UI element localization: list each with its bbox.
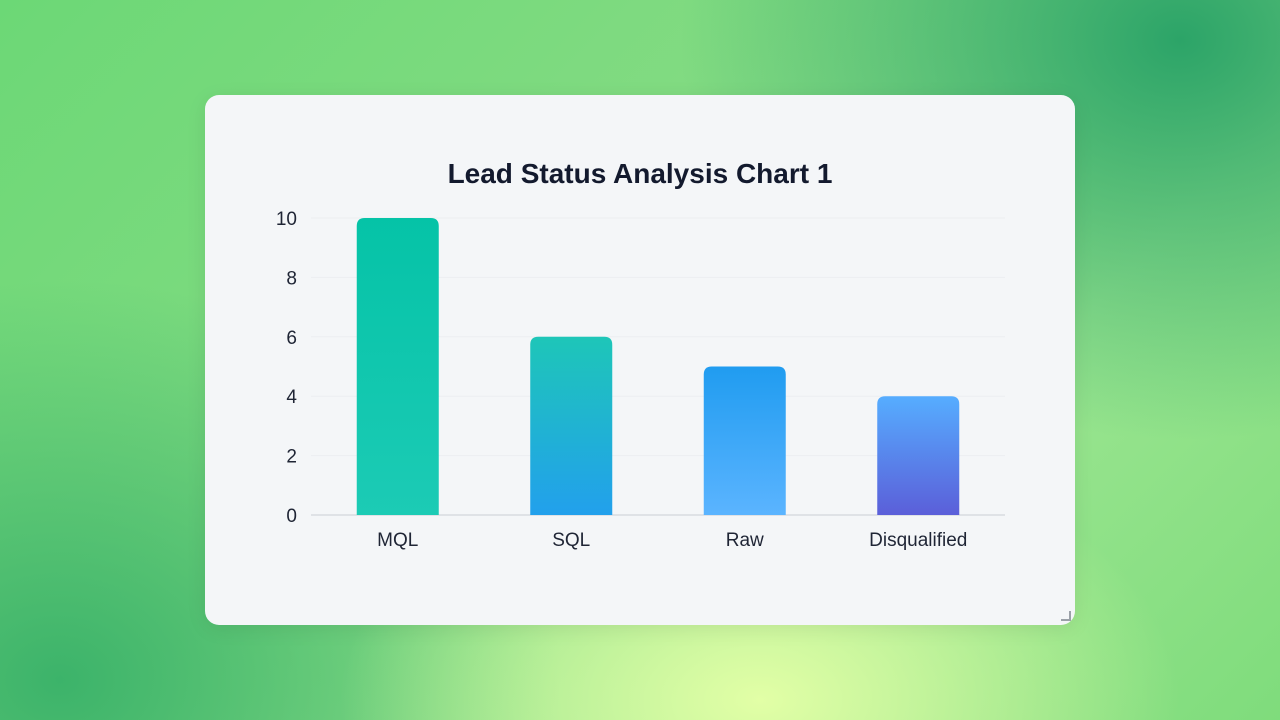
resize-handle-icon[interactable]: [1061, 611, 1071, 621]
y-tick-label: 4: [286, 387, 297, 408]
x-tick-label: Raw: [726, 530, 764, 551]
chart-title: Lead Status Analysis Chart 1: [448, 158, 833, 189]
bar-mql[interactable]: [356, 218, 439, 515]
y-tick-label: 2: [286, 447, 297, 468]
y-tick-label: 10: [276, 209, 297, 230]
bar-sql[interactable]: [530, 336, 613, 515]
bar-disqualified[interactable]: [877, 396, 960, 515]
x-tick-label: Disqualified: [869, 530, 967, 551]
chart-card: Lead Status Analysis Chart 1 0 2 4 6 8 10 MQL S…: [205, 95, 1075, 625]
x-tick-label: MQL: [377, 530, 418, 551]
y-tick-label: 0: [286, 506, 297, 527]
y-tick-label: 6: [286, 328, 297, 349]
y-tick-label: 8: [286, 268, 297, 289]
x-tick-label: SQL: [552, 530, 590, 551]
bar-raw[interactable]: [703, 366, 786, 516]
bar-chart: Lead Status Analysis Chart 1 0 2 4 6 8 10 MQL S…: [276, 158, 1005, 551]
